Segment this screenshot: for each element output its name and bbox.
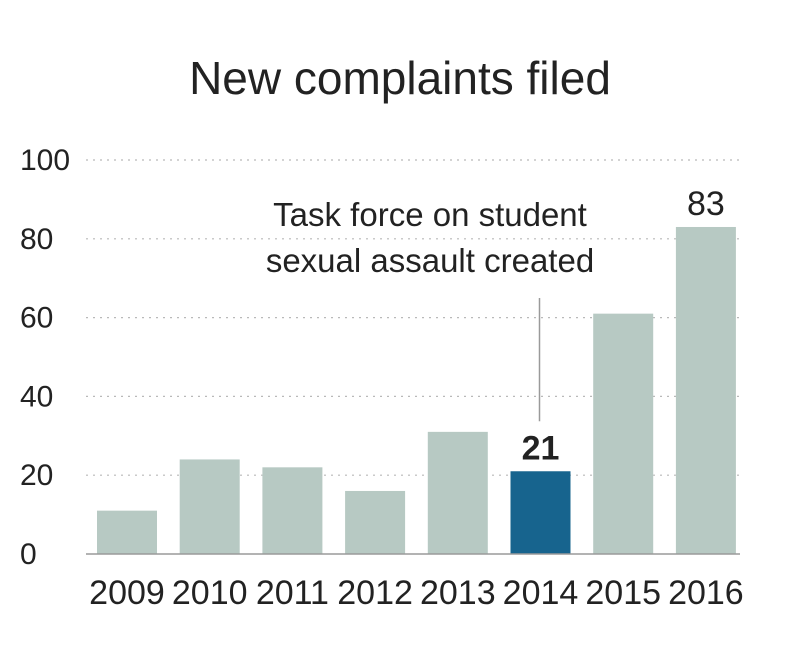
x-tick-label: 2012: [337, 574, 413, 612]
bar-2013: [427, 431, 488, 554]
x-tick-label: 2016: [668, 574, 744, 612]
x-axis-ticks: 2009 2010 2011 2012 2013 2014 2015 2016: [89, 574, 744, 612]
y-tick-label: 20: [20, 459, 53, 492]
y-tick-label: 100: [20, 144, 70, 177]
x-tick-label: 2013: [420, 574, 496, 612]
annotation: Task force on student sexual assault crea…: [266, 196, 594, 422]
bar-2012: [345, 490, 406, 554]
data-labels: 21 83: [522, 185, 725, 467]
x-tick-label: 2011: [256, 574, 329, 612]
bar-2016: [675, 226, 736, 555]
y-axis-ticks: 0 20 40 60 80 100: [20, 144, 70, 571]
x-tick-label: 2010: [172, 574, 248, 612]
bars: [86, 226, 740, 555]
x-tick-label: 2014: [503, 574, 579, 612]
bar-2011: [262, 467, 323, 554]
chart-title: New complaints filed: [189, 52, 611, 104]
bar-2014: [510, 471, 571, 554]
bar-2015: [593, 313, 654, 554]
x-tick-label: 2009: [89, 574, 165, 612]
y-tick-label: 40: [20, 380, 53, 413]
bar-2009: [97, 510, 157, 554]
data-label-2014: 21: [522, 429, 560, 467]
annotation-text-line: Task force on student: [273, 196, 587, 233]
y-tick-label: 80: [20, 223, 53, 256]
y-tick-label: 60: [20, 302, 53, 335]
data-label-2016: 83: [687, 185, 725, 223]
x-tick-label: 2015: [585, 574, 661, 612]
y-tick-label: 0: [20, 538, 37, 571]
annotation-text-line: sexual assault created: [266, 242, 594, 279]
bar-2010: [179, 459, 240, 554]
